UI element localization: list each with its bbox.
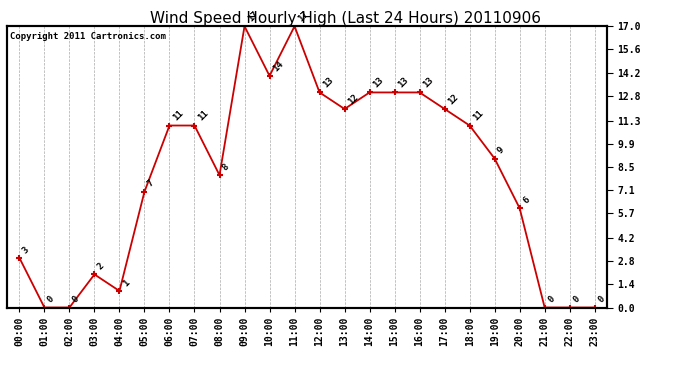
- Text: 0: 0: [546, 294, 556, 305]
- Text: 0: 0: [71, 294, 81, 305]
- Text: 8: 8: [221, 162, 231, 172]
- Text: 1: 1: [121, 278, 131, 288]
- Text: 12: 12: [346, 92, 360, 106]
- Text: 17: 17: [246, 9, 260, 24]
- Text: 0: 0: [46, 294, 56, 305]
- Text: 13: 13: [421, 76, 435, 90]
- Text: 13: 13: [371, 76, 385, 90]
- Text: 6: 6: [521, 195, 531, 206]
- Text: 12: 12: [446, 92, 460, 106]
- Text: 2: 2: [96, 261, 106, 272]
- Text: 13: 13: [396, 76, 410, 90]
- Text: 11: 11: [171, 109, 185, 123]
- Text: 0: 0: [596, 294, 607, 305]
- Text: 0: 0: [571, 294, 581, 305]
- Text: Wind Speed Hourly High (Last 24 Hours) 20110906: Wind Speed Hourly High (Last 24 Hours) 2…: [150, 11, 540, 26]
- Text: 17: 17: [296, 9, 310, 24]
- Text: 13: 13: [321, 76, 335, 90]
- Text: 11: 11: [471, 109, 485, 123]
- Text: 3: 3: [21, 245, 31, 255]
- Text: 14: 14: [271, 59, 285, 73]
- Text: Copyright 2011 Cartronics.com: Copyright 2011 Cartronics.com: [10, 32, 166, 41]
- Text: 9: 9: [496, 146, 506, 156]
- Text: 7: 7: [146, 179, 156, 189]
- Text: 11: 11: [196, 109, 210, 123]
